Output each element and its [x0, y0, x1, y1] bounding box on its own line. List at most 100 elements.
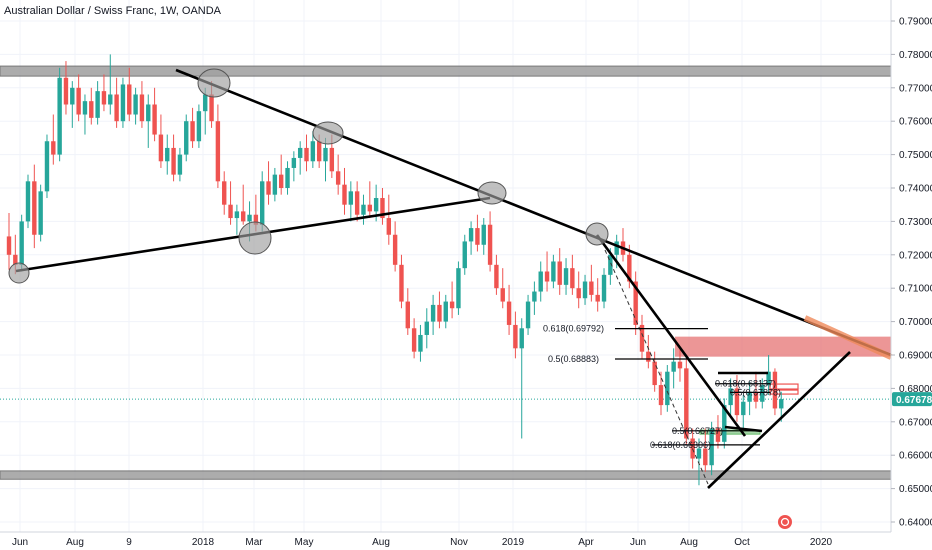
- candle-body: [696, 448, 702, 459]
- x-tick-label: May: [295, 537, 314, 548]
- candle-body: [766, 371, 771, 386]
- candle-body: [89, 101, 94, 118]
- candle-body: [608, 254, 613, 275]
- candle-body: [734, 388, 740, 416]
- candle-body: [63, 77, 69, 105]
- candle-body: [354, 191, 360, 215]
- candle-body: [310, 141, 316, 162]
- candle-body: [468, 228, 474, 242]
- x-tick-label: 9: [126, 537, 132, 548]
- candle-body: [392, 234, 398, 265]
- candle-body: [304, 147, 309, 162]
- candle-body: [44, 141, 50, 192]
- x-tick-label: Aug: [372, 537, 390, 548]
- candle-body: [753, 391, 759, 402]
- y-tick-label: 0.73000: [899, 217, 932, 228]
- candle-body: [228, 204, 233, 219]
- candle-body: [582, 281, 588, 299]
- y-tick-label: 0.72000: [899, 250, 932, 261]
- candle-body: [703, 448, 708, 466]
- x-tick-label: 2018: [192, 537, 215, 548]
- candle-body: [665, 371, 670, 406]
- y-tick-label: 0.70000: [899, 317, 932, 328]
- candle-body: [741, 401, 746, 416]
- replay-icon[interactable]: [778, 515, 792, 529]
- candle-body: [443, 301, 448, 322]
- chart-title: Australian Dollar / Swiss Franc, 1W, OAN…: [4, 5, 222, 17]
- candle-body: [342, 184, 347, 205]
- trendline: [595, 234, 747, 437]
- pivot-ellipse: [585, 222, 609, 246]
- y-tick-label: 0.76000: [899, 117, 932, 128]
- candle-body: [563, 268, 569, 285]
- candle-body: [348, 191, 354, 205]
- x-tick-label: 2019: [502, 537, 525, 548]
- candle-body: [70, 87, 75, 105]
- candle-body: [525, 301, 531, 329]
- candle-body: [127, 84, 132, 115]
- x-tick-label: Aug: [680, 537, 698, 548]
- candle-body: [329, 147, 335, 172]
- y-tick-label: 0.66000: [899, 451, 932, 462]
- current-price-badge-bg: [892, 392, 932, 407]
- y-tick-label: 0.69000: [899, 351, 932, 362]
- candle-body: [25, 181, 31, 222]
- candle-body: [671, 361, 676, 372]
- candle-body: [6, 236, 12, 255]
- candle-body: [367, 204, 373, 212]
- supply-zone-red: [675, 336, 891, 357]
- candle-body: [551, 261, 556, 282]
- candle-body: [335, 171, 341, 185]
- y-tick-label: 0.79000: [899, 17, 932, 28]
- candle-body: [51, 141, 56, 155]
- candle-body: [222, 181, 227, 205]
- candle-body: [513, 324, 518, 349]
- pivot-ellipse: [8, 262, 30, 284]
- candle-body: [215, 121, 221, 182]
- candle-body: [165, 147, 170, 162]
- resistance-zone-top: [0, 65, 892, 77]
- candle-body: [709, 428, 714, 466]
- candle-body: [158, 134, 164, 162]
- candle-body: [323, 147, 328, 162]
- replay-icon-circle: [778, 515, 792, 529]
- candle-body: [760, 385, 765, 402]
- pivot-ellipse: [238, 221, 272, 255]
- y-tick-label: 0.64000: [899, 518, 932, 529]
- candle-body: [114, 94, 119, 122]
- y-tick-label: 0.77000: [899, 83, 932, 94]
- candle-body: [266, 181, 271, 195]
- candle-body: [544, 271, 550, 282]
- candle-body: [285, 167, 290, 188]
- x-tick-label: Jun: [12, 537, 28, 548]
- candle-body: [684, 368, 689, 439]
- candle-body: [196, 111, 202, 142]
- candle-body: [633, 281, 638, 325]
- pivot-ellipse: [312, 121, 344, 145]
- candle-body: [677, 361, 683, 369]
- candle-body: [373, 198, 379, 212]
- candle-body: [203, 94, 208, 112]
- time-axis[interactable]: Jun Aug 9 2018 Mar May Aug Nov 2019 Apr Jun Aug Oct 2…: [12, 537, 833, 548]
- candle-body: [532, 291, 537, 302]
- fib-label: 0.5(0.67878): [730, 387, 781, 397]
- candle-body: [316, 141, 322, 162]
- y-tick-label: 0.71000: [899, 284, 932, 295]
- candle-body: [424, 321, 429, 335]
- fib-levels: 0.618(0.69792) 0.5(0.68883) 0.618(0.68137)…: [543, 324, 781, 450]
- pivot-ellipse: [477, 181, 507, 205]
- candle-body: [411, 328, 417, 352]
- y-tick-label: 0.78000: [899, 50, 932, 61]
- candle-body: [747, 391, 752, 402]
- candles: [6, 54, 784, 486]
- candle-body: [133, 94, 138, 115]
- current-price-label: 0.67678: [896, 395, 932, 406]
- price-axis[interactable]: 0.79000 0.78000 0.77000 0.76000 0.75000 0.740…: [891, 17, 932, 529]
- candle-body: [430, 304, 436, 322]
- support-zone-bottom: [0, 470, 892, 480]
- candle-body: [260, 181, 265, 225]
- x-tick-label: Aug: [66, 537, 84, 548]
- fib-label: 0.618(0.68137): [715, 379, 776, 389]
- candle-body: [589, 281, 594, 295]
